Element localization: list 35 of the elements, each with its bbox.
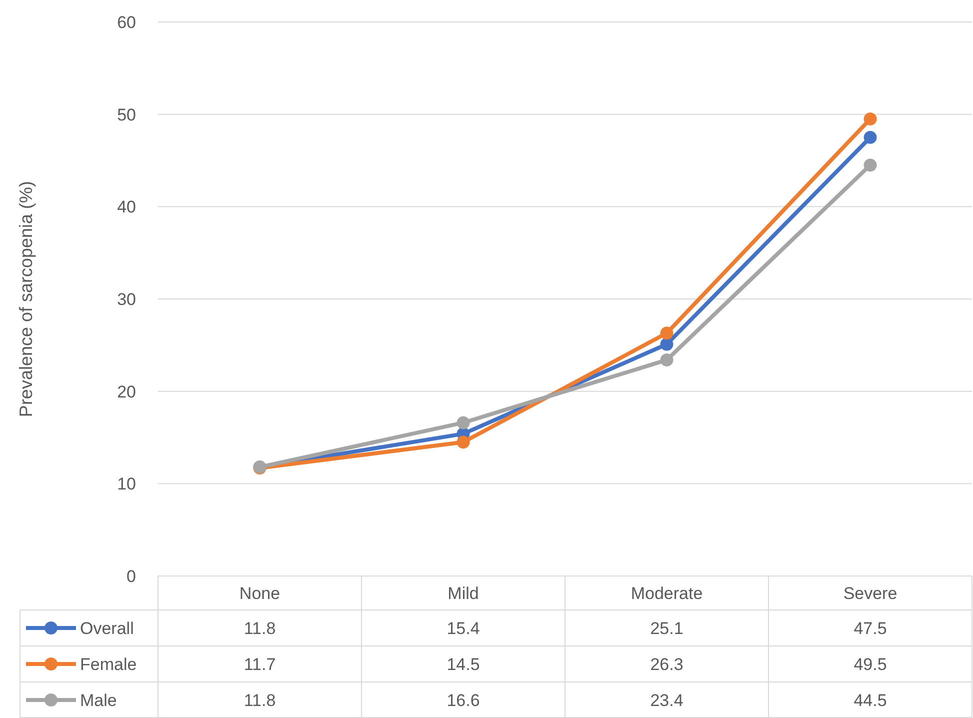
y-tick-label: 30 <box>117 290 136 309</box>
point <box>864 130 877 144</box>
x-tick-label: Severe <box>843 584 898 603</box>
y-axis-title: Prevalence of sarcopenia (%) <box>16 180 36 418</box>
y-tick-label: 10 <box>117 474 136 494</box>
x-tick-label: None <box>239 584 280 603</box>
data-label: 14.5 <box>446 654 480 674</box>
legend-label: Male <box>80 690 117 710</box>
data-label: 15.4 <box>446 618 480 638</box>
data-label: 11.8 <box>244 618 276 638</box>
point <box>456 416 470 430</box>
data-label: 49.5 <box>854 654 887 674</box>
legend-label: Overall <box>80 618 134 638</box>
data-label: 23.4 <box>650 690 684 710</box>
data-label: 25.1 <box>650 618 684 638</box>
data-label: 16.6 <box>446 690 480 710</box>
point <box>660 353 674 366</box>
x-tick-label: Moderate <box>630 584 703 603</box>
data-label: 44.5 <box>854 690 887 710</box>
data-label: 47.5 <box>854 618 887 638</box>
legend-label: Female <box>80 654 137 674</box>
y-tick-label: 40 <box>117 198 136 217</box>
point <box>660 326 674 340</box>
point <box>864 158 877 172</box>
point <box>864 112 877 126</box>
point <box>456 436 470 449</box>
y-tick-label: 20 <box>117 382 136 402</box>
y-tick-label: 50 <box>117 105 136 124</box>
y-tick-label: 0 <box>126 566 136 586</box>
point <box>660 338 674 351</box>
x-tick-label: Mild <box>448 584 479 603</box>
data-label: 26.3 <box>650 654 684 674</box>
data-label: 11.7 <box>244 654 276 674</box>
y-tick-label: 60 <box>117 12 136 32</box>
data-label: 11.8 <box>244 690 276 710</box>
